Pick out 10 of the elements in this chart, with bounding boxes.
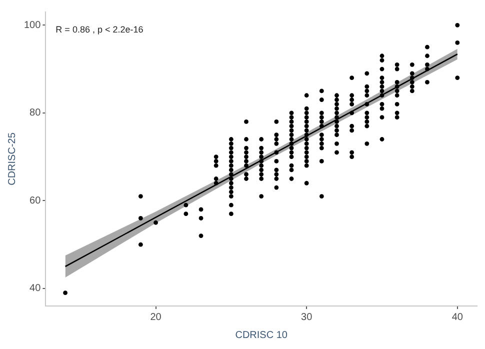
- annotation: R = 0.86 , p < 2.2e-16: [56, 24, 144, 34]
- x-tick-label: 30: [301, 312, 313, 323]
- x-tick-label: 40: [452, 312, 464, 323]
- y-tick-label: 100: [24, 20, 42, 31]
- y-tick-label: 40: [30, 283, 42, 294]
- y-tick-label: 60: [30, 195, 42, 206]
- x-axis-title: CDRISC 10: [235, 330, 288, 341]
- y-axis-title: CDRISC-25: [6, 132, 18, 186]
- x-tick-label: 20: [150, 312, 162, 323]
- y-tick-label: 80: [30, 108, 42, 119]
